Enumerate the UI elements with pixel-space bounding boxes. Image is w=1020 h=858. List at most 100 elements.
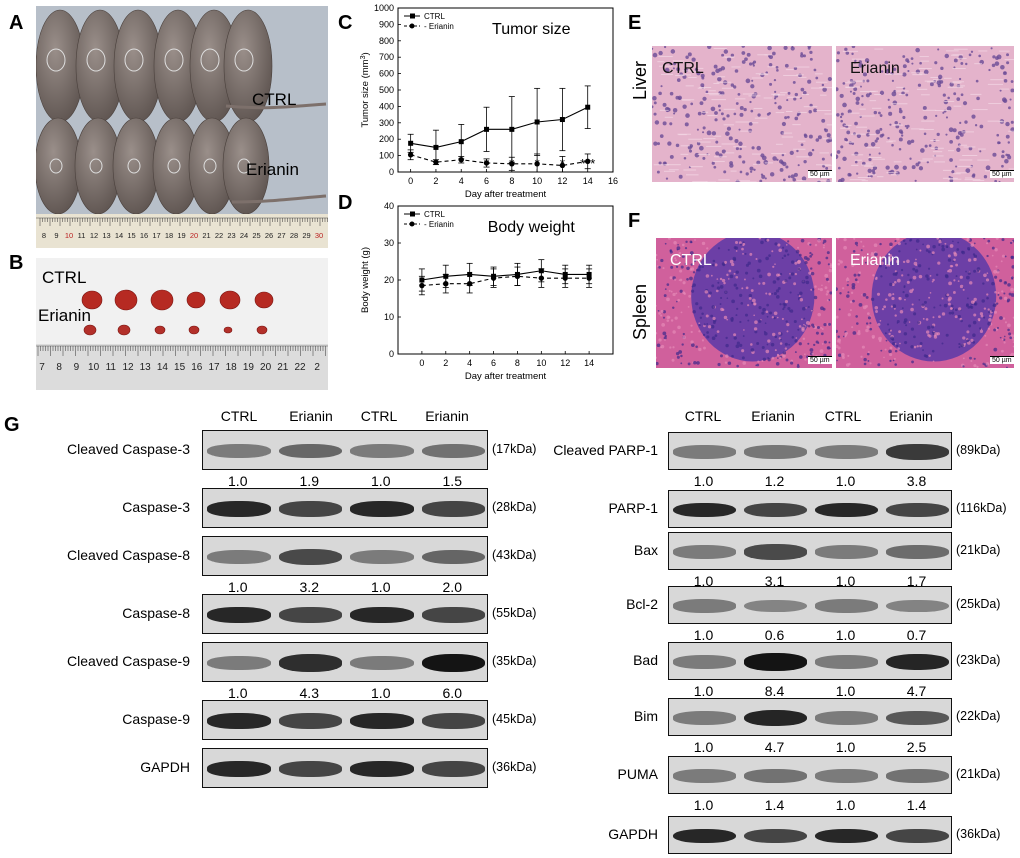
tumor-illustration: 7 8 9 10 11 12 13 14 15 16 17 18 19 20 21 22 2 xyxy=(36,258,328,390)
blot-band xyxy=(350,607,414,623)
tumor-ctrl xyxy=(81,290,103,310)
blot-band xyxy=(207,761,271,777)
series-line xyxy=(421,275,590,287)
blot-band xyxy=(886,545,949,559)
ruler-b-label: 7 xyxy=(39,362,45,373)
y-tick-label: 1000 xyxy=(374,3,394,13)
chart-title: Body weight xyxy=(488,219,576,236)
blot-kda-label: (36kDa) xyxy=(492,760,537,774)
tumor-erianin xyxy=(154,325,166,335)
data-point xyxy=(534,161,540,167)
blot-band xyxy=(673,655,736,669)
blot-band xyxy=(886,444,949,460)
blot-kda-label: (89kDa) xyxy=(956,443,1001,457)
y-tick-label: 700 xyxy=(379,52,394,62)
blot-ratio: 1.0 xyxy=(693,573,714,589)
blot-ratio: 1.4 xyxy=(764,797,785,813)
ruler-a-label: 14 xyxy=(115,231,123,240)
tumor-erianin xyxy=(188,325,200,335)
ruler-b-label: 20 xyxy=(260,362,272,373)
x-tick-label: 0 xyxy=(408,176,413,186)
tumor-erianin xyxy=(256,325,268,335)
blot-ratio: 4.7 xyxy=(764,739,785,755)
blot-band xyxy=(207,607,271,623)
blot-strip xyxy=(668,756,952,794)
chart-title: Tumor size xyxy=(492,21,571,38)
blot-band xyxy=(744,828,807,844)
ruler-b-label: 12 xyxy=(122,362,134,373)
ruler-b-label: 9 xyxy=(74,362,80,373)
blot-kda-label: (45kDa) xyxy=(492,712,537,726)
blot-band xyxy=(421,443,485,459)
lane-label: Erianin xyxy=(425,408,469,424)
x-tick-label: 10 xyxy=(532,176,542,186)
y-tick-label: 500 xyxy=(379,85,394,95)
blot-strip xyxy=(668,816,952,854)
ruler-a-label: 9 xyxy=(54,231,58,240)
blot-ratio: 2.0 xyxy=(442,579,462,595)
liver-erianin-label: Erianin xyxy=(850,60,900,77)
blot-band xyxy=(278,443,342,459)
ruler-a-label: 13 xyxy=(102,231,110,240)
lane-label: CTRL xyxy=(824,408,862,424)
blot-band xyxy=(886,710,949,726)
ruler-a-label: 23 xyxy=(227,231,235,240)
blot-band xyxy=(673,769,736,783)
blot-ratio: 1.4 xyxy=(906,797,927,813)
y-tick-label: 20 xyxy=(384,275,394,285)
data-point xyxy=(538,275,545,281)
blot-band xyxy=(815,545,878,559)
blot-kda-label: (43kDa) xyxy=(492,548,537,562)
blot-ratio: 1.5 xyxy=(442,473,462,489)
blot-ratio: 8.4 xyxy=(764,683,785,699)
y-tick-label: 600 xyxy=(379,69,394,79)
tumor-erianin xyxy=(117,324,131,336)
ruler-b-label: 16 xyxy=(191,362,203,373)
lane-label: Erianin xyxy=(289,408,333,424)
blot-band xyxy=(744,544,807,560)
data-point xyxy=(562,275,568,281)
lane-label: CTRL xyxy=(360,408,398,424)
blot-strip xyxy=(202,642,488,682)
blot-protein-label: Cleaved Caspase-9 xyxy=(67,653,190,669)
blot-band xyxy=(673,711,736,725)
significance-mark: * xyxy=(560,156,565,171)
blot-ratio: 1.0 xyxy=(371,579,391,595)
tumor-erianin xyxy=(83,324,97,336)
blot-band xyxy=(815,445,878,459)
blot-strip xyxy=(202,430,488,470)
blot-band xyxy=(350,713,414,729)
x-tick-label: 8 xyxy=(515,358,520,368)
blot-ratio: 6.0 xyxy=(442,685,462,701)
liver-ctrl-texture xyxy=(652,46,832,182)
ruler-b-label: 8 xyxy=(56,362,62,373)
blot-band xyxy=(815,502,878,518)
lane-label: CTRL xyxy=(684,408,722,424)
data-point xyxy=(458,139,464,145)
tumor-photo: 7 8 9 10 11 12 13 14 15 16 17 18 19 20 21 22 2 CTRL Eria… xyxy=(36,258,328,390)
x-tick-label: 16 xyxy=(608,176,618,186)
blot-ratio: 1.0 xyxy=(835,573,856,589)
blot-band xyxy=(744,445,807,459)
tumor-erianin xyxy=(223,326,233,334)
ruler-a-label: 21 xyxy=(202,231,210,240)
ruler-b-label: 19 xyxy=(243,362,255,373)
ruler-a-label: 27 xyxy=(277,231,285,240)
blot-ratio: 1.0 xyxy=(835,627,856,643)
lane-label: CTRL xyxy=(220,408,258,424)
liver-ctrl-label: CTRL xyxy=(662,60,704,77)
y-tick-label: 400 xyxy=(379,101,394,111)
panel-label-b: B xyxy=(9,252,24,274)
data-point xyxy=(585,104,591,110)
spleen-ctrl-label: CTRL xyxy=(670,252,712,269)
ruler-a-label: 10 xyxy=(65,231,73,240)
x-tick-label: 10 xyxy=(536,358,546,368)
mice-photo: 8 9 10 11 12 13 14 15 16 17 18 19 20 21 22 23 24 25 26 27 28… xyxy=(36,6,328,248)
mice-erianin-label: Erianin xyxy=(246,160,299,179)
blot-ratio: 1.0 xyxy=(228,473,248,489)
data-point xyxy=(443,281,449,287)
blot-kda-label: (36kDa) xyxy=(956,827,1001,841)
y-tick-label: 300 xyxy=(379,118,394,128)
data-point xyxy=(484,126,490,132)
blot-band xyxy=(673,828,736,844)
